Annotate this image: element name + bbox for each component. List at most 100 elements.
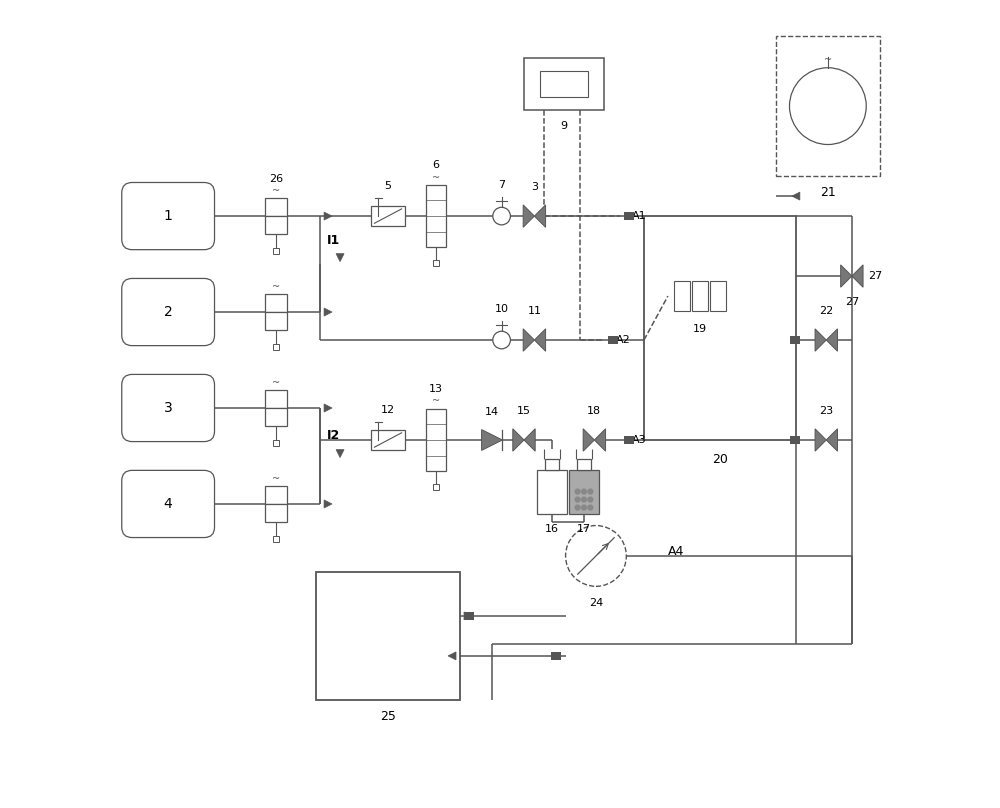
Bar (537, 470, 567, 514)
Polygon shape (464, 612, 472, 620)
Text: 7: 7 (498, 179, 505, 190)
Polygon shape (815, 329, 826, 351)
Bar (790, 436, 800, 444)
Text: 27: 27 (845, 297, 859, 307)
Text: 5: 5 (385, 181, 392, 191)
Bar (273, 536, 279, 541)
Bar (577, 459, 591, 470)
FancyBboxPatch shape (122, 279, 215, 346)
Bar (273, 344, 279, 350)
Polygon shape (336, 254, 344, 262)
Circle shape (493, 208, 510, 225)
Bar (316, 572, 460, 700)
Text: A1: A1 (632, 211, 647, 221)
Circle shape (588, 489, 593, 494)
Circle shape (582, 505, 586, 510)
Bar (265, 390, 287, 408)
Bar (644, 216, 796, 440)
Bar (790, 336, 800, 344)
Text: 11: 11 (527, 306, 541, 316)
Bar (426, 409, 446, 471)
Bar (545, 459, 559, 470)
Text: 12: 12 (381, 405, 395, 415)
Text: ~: ~ (824, 55, 832, 65)
Text: ~: ~ (272, 282, 280, 292)
Text: 13: 13 (429, 385, 443, 394)
Polygon shape (534, 329, 546, 351)
Bar (551, 652, 561, 660)
Bar (426, 185, 446, 247)
Polygon shape (792, 192, 800, 200)
Bar (265, 312, 287, 330)
Circle shape (575, 497, 580, 502)
Text: ~: ~ (432, 397, 440, 406)
Text: A4: A4 (668, 545, 684, 558)
Bar (265, 199, 287, 216)
Bar (624, 436, 634, 444)
Bar (265, 408, 287, 426)
Text: ~: ~ (272, 186, 280, 196)
Bar (433, 260, 439, 266)
Text: I2: I2 (327, 430, 340, 443)
Text: 1: 1 (164, 209, 173, 223)
Bar (265, 486, 287, 504)
Polygon shape (594, 429, 606, 451)
Circle shape (566, 525, 626, 587)
Text: 2: 2 (164, 305, 173, 319)
Text: 14: 14 (485, 406, 499, 417)
Polygon shape (852, 265, 863, 288)
Text: 20: 20 (712, 452, 728, 465)
Bar (540, 71, 588, 97)
Text: 17: 17 (577, 524, 591, 533)
Text: 21: 21 (820, 187, 836, 200)
Text: 19: 19 (693, 324, 707, 334)
Bar (692, 281, 708, 311)
Polygon shape (523, 329, 534, 351)
Polygon shape (324, 404, 332, 412)
Text: A3: A3 (632, 435, 647, 445)
Polygon shape (583, 429, 594, 451)
Text: 18: 18 (587, 406, 601, 416)
FancyBboxPatch shape (122, 470, 215, 537)
Text: ~: ~ (272, 378, 280, 388)
Text: 4: 4 (164, 497, 173, 511)
Circle shape (588, 497, 593, 502)
Polygon shape (448, 652, 456, 660)
Circle shape (493, 331, 510, 349)
Polygon shape (841, 265, 852, 288)
Bar (371, 430, 405, 450)
Text: I1: I1 (327, 234, 340, 246)
Bar (524, 58, 604, 110)
Bar (265, 294, 287, 312)
Circle shape (575, 505, 580, 510)
Polygon shape (826, 329, 837, 351)
Polygon shape (324, 212, 332, 220)
FancyBboxPatch shape (122, 183, 215, 250)
Polygon shape (534, 205, 546, 227)
Circle shape (582, 497, 586, 502)
Polygon shape (324, 500, 332, 508)
Text: 9: 9 (560, 120, 568, 131)
Bar (433, 484, 439, 490)
Polygon shape (524, 429, 535, 451)
Text: 16: 16 (545, 524, 559, 533)
FancyBboxPatch shape (122, 374, 215, 442)
Text: 25: 25 (380, 710, 396, 723)
Text: 24: 24 (589, 598, 603, 608)
Circle shape (575, 489, 580, 494)
Text: ~: ~ (272, 474, 280, 484)
Bar (569, 470, 599, 514)
Circle shape (582, 489, 586, 494)
Text: 23: 23 (819, 406, 833, 416)
Bar (674, 281, 690, 311)
Text: ~: ~ (432, 172, 440, 183)
Text: 3: 3 (531, 182, 538, 192)
Text: 15: 15 (517, 406, 531, 416)
Polygon shape (336, 449, 344, 457)
Bar (265, 216, 287, 234)
Bar (273, 440, 279, 445)
Circle shape (789, 68, 866, 145)
Bar (465, 612, 474, 620)
Bar (265, 504, 287, 521)
Circle shape (588, 505, 593, 510)
